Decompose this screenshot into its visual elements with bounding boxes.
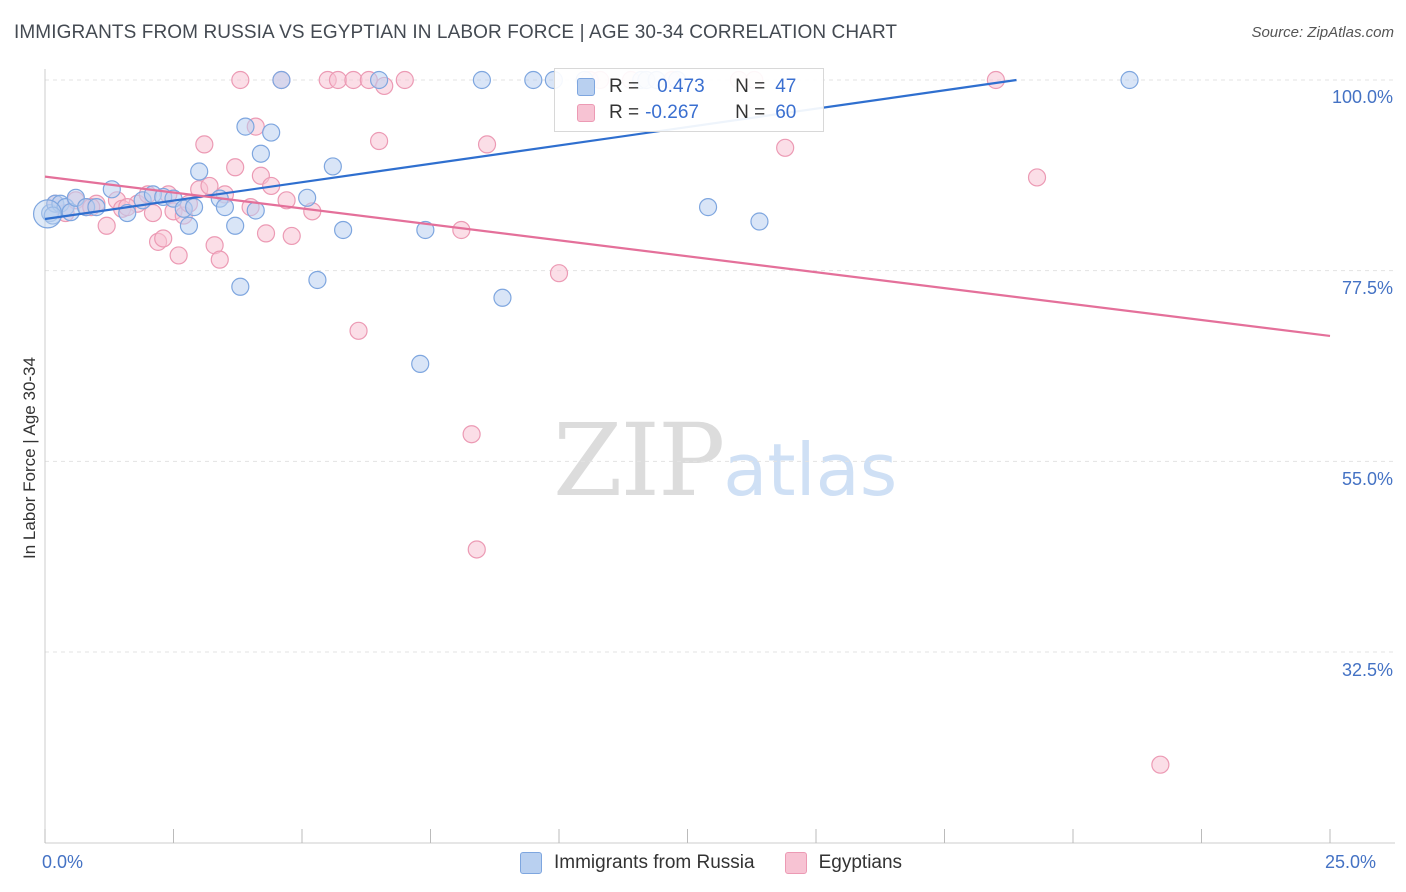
legend-n-label: N =	[735, 102, 766, 123]
legend-label-egyptians: Egyptians	[818, 852, 903, 873]
data-point	[344, 70, 363, 90]
y-tick-label: 100.0%	[1331, 87, 1393, 107]
watermark: ZIPatlas	[553, 402, 897, 519]
stats-legend: R = 0.473 N = 47 R = -0.267 N = 60	[554, 68, 824, 132]
legend-r-value: -0.267	[645, 102, 699, 123]
legend-swatch-pink	[784, 852, 807, 874]
data-point	[750, 212, 769, 231]
watermark-atlas: atlas	[723, 428, 898, 512]
data-point	[477, 135, 497, 154]
gridlines	[45, 79, 1395, 653]
legend-label-russia: Immigrants from Russia	[554, 852, 755, 873]
data-point	[231, 70, 250, 90]
data-point	[179, 216, 199, 235]
data-point	[190, 162, 209, 181]
data-point	[323, 157, 342, 176]
data-point	[986, 70, 1006, 90]
chart-title: IMMIGRANTS FROM RUSSIA VS EGYPTIAN IN LA…	[14, 22, 898, 43]
data-point	[328, 70, 348, 90]
data-point	[32, 199, 63, 229]
data-point	[256, 224, 276, 243]
data-point	[462, 425, 481, 444]
data-point	[370, 70, 389, 90]
x-tick-label-max: 25.0%	[1325, 852, 1377, 872]
data-point	[282, 226, 301, 246]
data-point	[349, 321, 368, 340]
data-point	[334, 220, 353, 240]
data-point	[97, 216, 116, 235]
series-legend: Immigrants from Russia Egyptians	[520, 852, 932, 874]
legend-r-label: R =	[609, 76, 640, 97]
data-point	[472, 70, 491, 90]
legend-n-value: 47	[775, 76, 797, 97]
data-point	[262, 123, 281, 142]
y-tick-label: 55.0%	[1341, 469, 1393, 489]
x-tick-label-min: 0.0%	[42, 852, 84, 872]
legend-item-egyptians[interactable]: Egyptians	[784, 852, 903, 874]
data-point	[272, 70, 291, 90]
legend-row-egyptians: R = -0.267 N = 60	[577, 101, 796, 125]
legend-item-russia[interactable]: Immigrants from Russia	[520, 852, 755, 874]
data-point	[395, 70, 414, 90]
data-point	[524, 70, 543, 90]
data-point	[210, 250, 229, 269]
data-point	[467, 540, 486, 559]
legend-r-label: R =	[609, 102, 640, 123]
legend-row-russia: R = 0.473 N = 47	[577, 75, 796, 99]
data-point	[226, 158, 245, 177]
data-point	[298, 188, 317, 207]
data-point	[236, 117, 255, 136]
data-point	[277, 191, 296, 210]
y-tick-label: 77.5%	[1341, 278, 1393, 298]
data-point	[493, 288, 512, 307]
data-point	[416, 220, 435, 240]
data-point	[308, 270, 327, 290]
data-point	[154, 229, 173, 248]
data-point	[226, 216, 245, 235]
data-point	[215, 198, 234, 217]
source-label: Source: ZipAtlas.com	[1251, 24, 1394, 41]
data-point	[1027, 168, 1047, 187]
data-point	[411, 354, 430, 373]
legend-swatch-pink	[577, 104, 595, 122]
data-point	[549, 264, 569, 283]
y-axis-label: In Labor Force | Age 30-34	[20, 357, 39, 559]
data-point	[776, 138, 795, 157]
data-point	[698, 198, 718, 217]
legend-n-value: 60	[775, 102, 797, 123]
data-point	[1120, 70, 1139, 90]
legend-swatch-blue	[520, 852, 542, 874]
trend-line-egyptians	[44, 175, 1331, 338]
legend-r-value: 0.473	[657, 76, 705, 97]
data-point	[231, 277, 250, 296]
axes	[44, 69, 1395, 844]
y-tick-label: 32.5%	[1341, 660, 1393, 680]
data-point	[184, 198, 204, 217]
data-point	[1151, 755, 1170, 774]
data-point	[195, 135, 214, 154]
data-point	[370, 131, 389, 151]
data-point	[251, 144, 270, 163]
data-point	[169, 246, 188, 265]
trend-line-russia	[44, 78, 1017, 221]
egyptians-points	[46, 70, 1170, 774]
legend-swatch-blue	[577, 78, 595, 96]
watermark-zip: ZIP	[553, 402, 725, 519]
legend-n-label: N =	[735, 76, 766, 97]
trend-lines	[44, 78, 1331, 338]
